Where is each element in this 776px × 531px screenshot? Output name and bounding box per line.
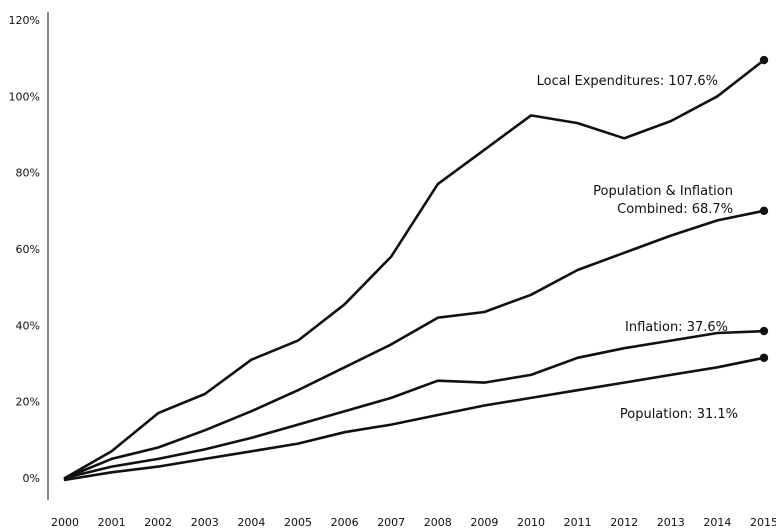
x-tick-label: 2014 — [703, 516, 731, 529]
series-line-2 — [63, 329, 766, 480]
x-tick-label: 2015 — [750, 516, 776, 529]
series-label-0: Local Expenditures: 107.6% — [537, 74, 718, 89]
x-tick-label: 2010 — [517, 516, 545, 529]
series-line-1 — [63, 209, 766, 480]
series-lines — [63, 55, 769, 482]
x-tick-label: 2004 — [237, 516, 265, 529]
series-labels: Local Expenditures: 107.6% Population & I… — [537, 74, 738, 422]
y-axis-ticks: 0% 20% 40% 60% 80% 100% 120% — [9, 14, 40, 485]
series-line-3 — [63, 356, 766, 482]
y-tick-label: 120% — [9, 14, 40, 27]
y-tick-label: 40% — [16, 319, 40, 332]
y-tick-label: 20% — [16, 396, 40, 409]
y-tick-label: 80% — [16, 167, 40, 180]
series-line-0 — [63, 58, 766, 480]
series-end-marker-2 — [759, 326, 769, 336]
series-end-marker-3 — [759, 353, 769, 362]
series-label-1: Combined: 68.7% — [617, 202, 733, 217]
y-tick-label: 100% — [9, 90, 40, 103]
x-tick-label: 2000 — [51, 516, 79, 529]
series-end-marker-1 — [759, 206, 769, 216]
series-label-1: Population & Inflation — [593, 184, 733, 199]
x-tick-label: 2003 — [191, 516, 219, 529]
x-tick-label: 2007 — [377, 516, 405, 529]
series-label-3: Population: 31.1% — [620, 407, 738, 422]
x-axis-ticks: 2000 2001 2002 2003 2004 2005 2006 2007 2008 2009… — [51, 516, 776, 529]
x-tick-label: 2008 — [424, 516, 452, 529]
x-tick-label: 2001 — [98, 516, 126, 529]
y-tick-label: 60% — [16, 243, 40, 256]
x-tick-label: 2002 — [144, 516, 172, 529]
x-tick-label: 2005 — [284, 516, 312, 529]
x-tick-label: 2011 — [564, 516, 592, 529]
series-label-2: Inflation: 37.6% — [625, 320, 728, 335]
x-tick-label: 2012 — [610, 516, 638, 529]
x-tick-label: 2006 — [331, 516, 359, 529]
series-end-marker-0 — [759, 55, 769, 65]
y-tick-label: 0% — [23, 472, 40, 485]
x-tick-label: 2013 — [657, 516, 685, 529]
x-tick-label: 2009 — [470, 516, 498, 529]
